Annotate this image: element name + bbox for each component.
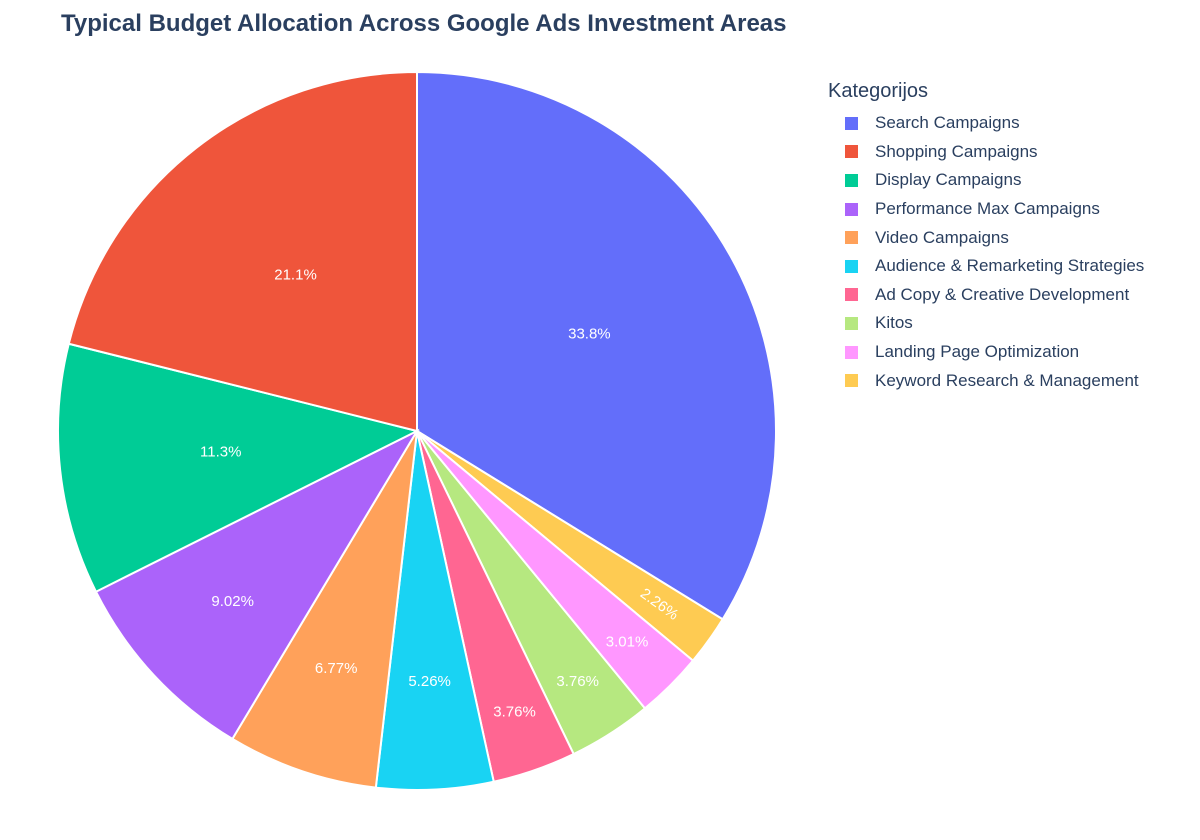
legend-item[interactable]: Shopping Campaigns (828, 138, 1144, 167)
legend-swatch (845, 288, 858, 302)
pie-slice-display-campaigns[interactable] (57, 342, 420, 594)
legend-swatch (845, 316, 858, 330)
slice-label: 3.76% (493, 704, 536, 721)
legend-swatch (845, 231, 858, 245)
slice-label: 21.1% (274, 266, 317, 283)
legend-label: Performance Max Campaigns (875, 199, 1100, 219)
legend-label: Ad Copy & Creative Development (875, 284, 1130, 304)
legend-swatch (845, 173, 858, 187)
legend-item[interactable]: Search Campaigns (828, 109, 1144, 138)
slice-label: 9.02% (211, 593, 254, 610)
legend-swatch (845, 345, 858, 359)
pie-labels: 33.8%2.26%3.01%3.76%3.76%5.26%6.77%9.02%… (200, 266, 682, 720)
pie-slice-shopping-campaigns[interactable] (67, 70, 418, 433)
slice-label: 33.8% (568, 326, 611, 343)
legend-item[interactable]: Audience & Remarketing Strategies (828, 252, 1144, 281)
legend-item[interactable]: Video Campaigns (828, 223, 1144, 252)
legend-item[interactable]: Display Campaigns (828, 166, 1144, 195)
legend-items: Search Campaigns Shopping Campaigns Displa… (828, 109, 1144, 395)
legend-item[interactable]: Keyword Research & Management (828, 366, 1144, 395)
legend-label: Landing Page Optimization (875, 342, 1080, 362)
pie-slice-search-campaigns[interactable] (416, 70, 777, 621)
pie-slices (57, 70, 777, 791)
slice-label: 11.3% (200, 444, 241, 461)
slice-label: 3.01% (606, 633, 649, 650)
legend-label: Audience & Remarketing Strategies (875, 256, 1145, 276)
legend-item[interactable]: Landing Page Optimization (828, 338, 1144, 367)
legend-label: Search Campaigns (875, 113, 1020, 133)
slice-label: 3.76% (556, 673, 599, 690)
legend-label: Display Campaigns (875, 170, 1022, 190)
legend-item[interactable]: Performance Max Campaigns (828, 195, 1144, 224)
legend-label: Keyword Research & Management (875, 370, 1139, 390)
legend-swatch (845, 259, 858, 273)
legend: Kategorijos Search Campaigns Shopping Cam… (828, 80, 1144, 395)
slice-label: 5.26% (408, 673, 451, 690)
legend-label: Kitos (875, 313, 913, 333)
chart-title: Typical Budget Allocation Across Google … (61, 10, 787, 37)
legend-swatch (845, 145, 858, 159)
slice-label: 6.77% (315, 660, 358, 677)
legend-label: Video Campaigns (875, 227, 1009, 247)
pie-slice-performance-max-campaigns[interactable] (94, 428, 420, 741)
legend-item[interactable]: Kitos (828, 309, 1144, 338)
legend-swatch (845, 116, 858, 130)
legend-label: Shopping Campaigns (875, 141, 1038, 161)
legend-item[interactable]: Ad Copy & Creative Development (828, 281, 1144, 310)
legend-swatch (845, 374, 858, 388)
pie-slice-video-campaigns[interactable] (231, 430, 418, 789)
legend-swatch (845, 202, 858, 216)
legend-title: Kategorijos (828, 80, 929, 102)
